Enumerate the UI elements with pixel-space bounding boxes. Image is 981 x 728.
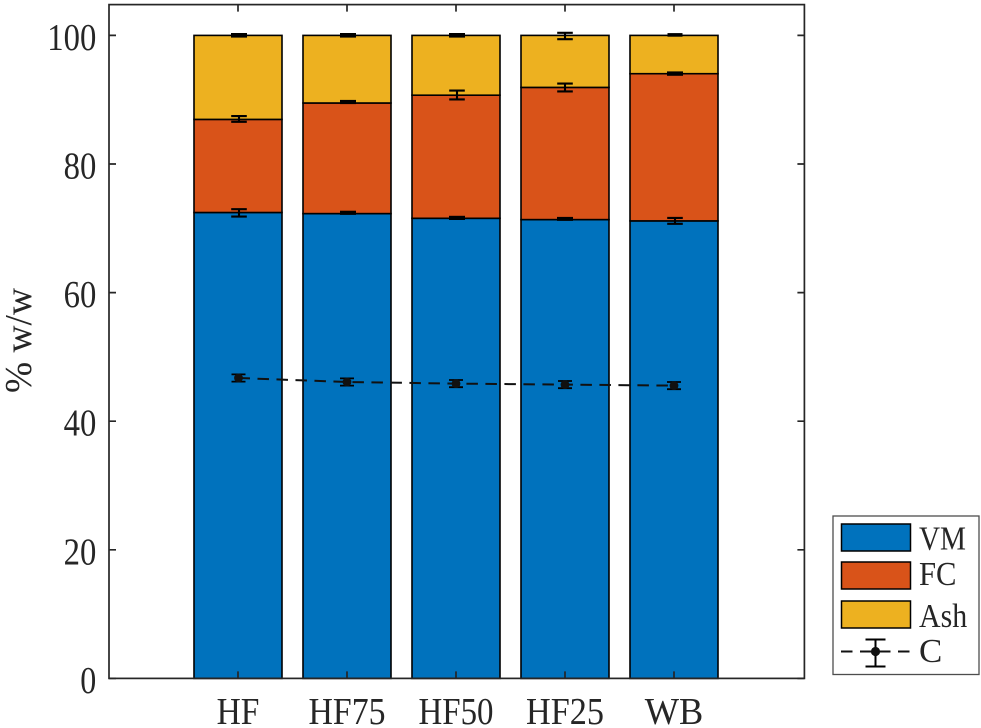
svg-text:% w/w: % w/w xyxy=(0,287,40,393)
svg-text:HF75: HF75 xyxy=(309,691,386,728)
svg-text:HF50: HF50 xyxy=(419,691,494,728)
svg-text:100: 100 xyxy=(47,17,96,59)
svg-text:C: C xyxy=(919,633,942,670)
svg-text:VM: VM xyxy=(919,521,966,558)
svg-text:HF: HF xyxy=(217,691,260,728)
svg-text:0: 0 xyxy=(80,660,96,702)
svg-text:FC: FC xyxy=(919,556,957,593)
svg-text:80: 80 xyxy=(64,146,97,188)
svg-text:20: 20 xyxy=(64,531,97,573)
svg-text:40: 40 xyxy=(64,403,97,445)
svg-text:60: 60 xyxy=(64,274,97,316)
svg-text:HF25: HF25 xyxy=(526,691,604,728)
svg-text:WB: WB xyxy=(645,691,704,728)
svg-text:Ash: Ash xyxy=(919,598,967,635)
